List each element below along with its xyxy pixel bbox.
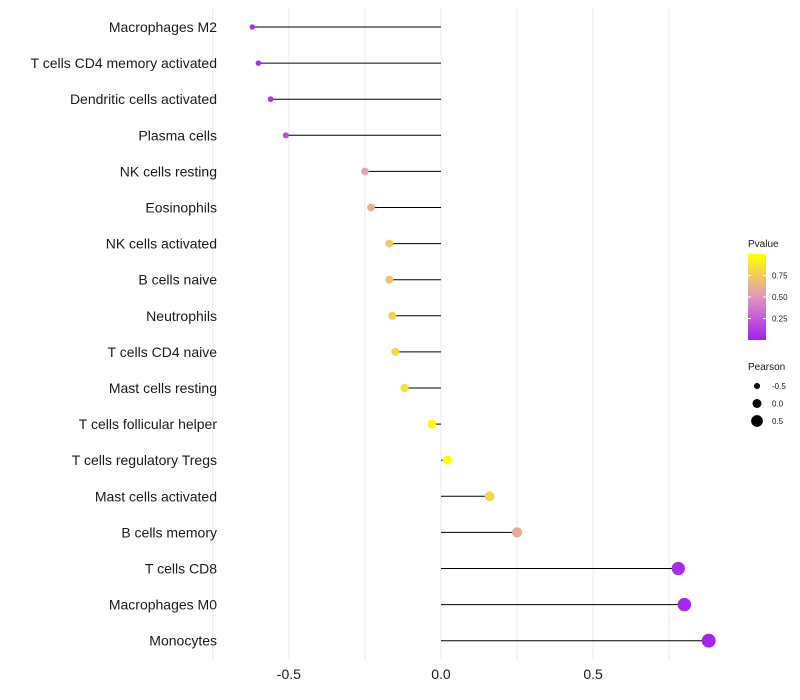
data-point bbox=[400, 383, 409, 393]
data-point bbox=[442, 455, 452, 465]
x-axis-ticks: -0.5 0.0 0.5 bbox=[277, 666, 603, 682]
size-legend-keys: -0.5 0.0 0.5 bbox=[751, 382, 786, 427]
dots bbox=[249, 24, 716, 648]
category-label: Macrophages M0 bbox=[109, 597, 217, 613]
data-point bbox=[282, 132, 289, 139]
category-label: T cells follicular helper bbox=[79, 416, 218, 432]
data-point bbox=[677, 597, 692, 612]
category-label: NK cells activated bbox=[106, 236, 217, 252]
category-label: B cells memory bbox=[121, 524, 217, 540]
category-label: Eosinophils bbox=[145, 200, 217, 216]
data-point bbox=[388, 311, 397, 320]
size-legend-key bbox=[751, 415, 763, 427]
x-tick-label: 0.0 bbox=[431, 666, 451, 682]
category-label: Macrophages M2 bbox=[109, 19, 217, 35]
category-label: Neutrophils bbox=[146, 308, 217, 324]
data-point bbox=[367, 203, 375, 212]
x-tick-label: 0.5 bbox=[583, 666, 603, 682]
data-point bbox=[267, 96, 274, 103]
size-legend-label: 0.0 bbox=[772, 400, 784, 409]
category-label: T cells CD8 bbox=[145, 561, 217, 577]
grid-lines bbox=[212, 8, 670, 660]
color-legend-bar bbox=[748, 254, 766, 340]
data-point bbox=[385, 275, 394, 284]
data-point bbox=[385, 239, 394, 248]
data-point bbox=[391, 347, 400, 356]
data-point bbox=[255, 60, 262, 66]
size-legend-title: Pearson bbox=[748, 362, 785, 373]
category-label: B cells naive bbox=[138, 272, 217, 288]
category-label: Monocytes bbox=[149, 633, 217, 649]
category-label: Dendritic cells activated bbox=[70, 91, 217, 107]
stems bbox=[252, 26, 709, 642]
color-tick-label: 0.75 bbox=[772, 272, 788, 281]
color-tick-label: 0.25 bbox=[772, 315, 788, 324]
size-legend-label: -0.5 bbox=[772, 382, 786, 391]
x-tick-label: -0.5 bbox=[277, 666, 301, 682]
legend: Pvalue 0.25 0.50 0.75 Pearson -0.5 0.0 0.5 bbox=[748, 239, 788, 427]
category-labels: Macrophages M2 T cells CD4 memory activat… bbox=[31, 19, 218, 649]
color-tick-label: 0.50 bbox=[772, 293, 788, 302]
category-label: NK cells resting bbox=[120, 163, 217, 179]
size-legend-label: 0.5 bbox=[772, 417, 784, 426]
data-point bbox=[249, 24, 256, 30]
data-point bbox=[361, 167, 369, 176]
data-point bbox=[701, 633, 716, 648]
color-legend-title: Pvalue bbox=[748, 239, 779, 250]
color-legend-ticks: 0.25 0.50 0.75 bbox=[748, 272, 788, 324]
category-label: T cells regulatory Tregs bbox=[72, 452, 217, 468]
category-label: T cells CD4 naive bbox=[108, 344, 218, 360]
data-point bbox=[484, 491, 495, 502]
category-label: Mast cells activated bbox=[95, 488, 217, 504]
category-label: T cells CD4 memory activated bbox=[31, 55, 217, 71]
size-legend-key bbox=[753, 382, 761, 390]
data-point bbox=[427, 419, 437, 429]
category-label: Plasma cells bbox=[138, 127, 217, 143]
data-point bbox=[671, 561, 685, 576]
data-point bbox=[511, 527, 523, 538]
category-label: Mast cells resting bbox=[109, 380, 217, 396]
size-legend-key bbox=[752, 399, 762, 408]
